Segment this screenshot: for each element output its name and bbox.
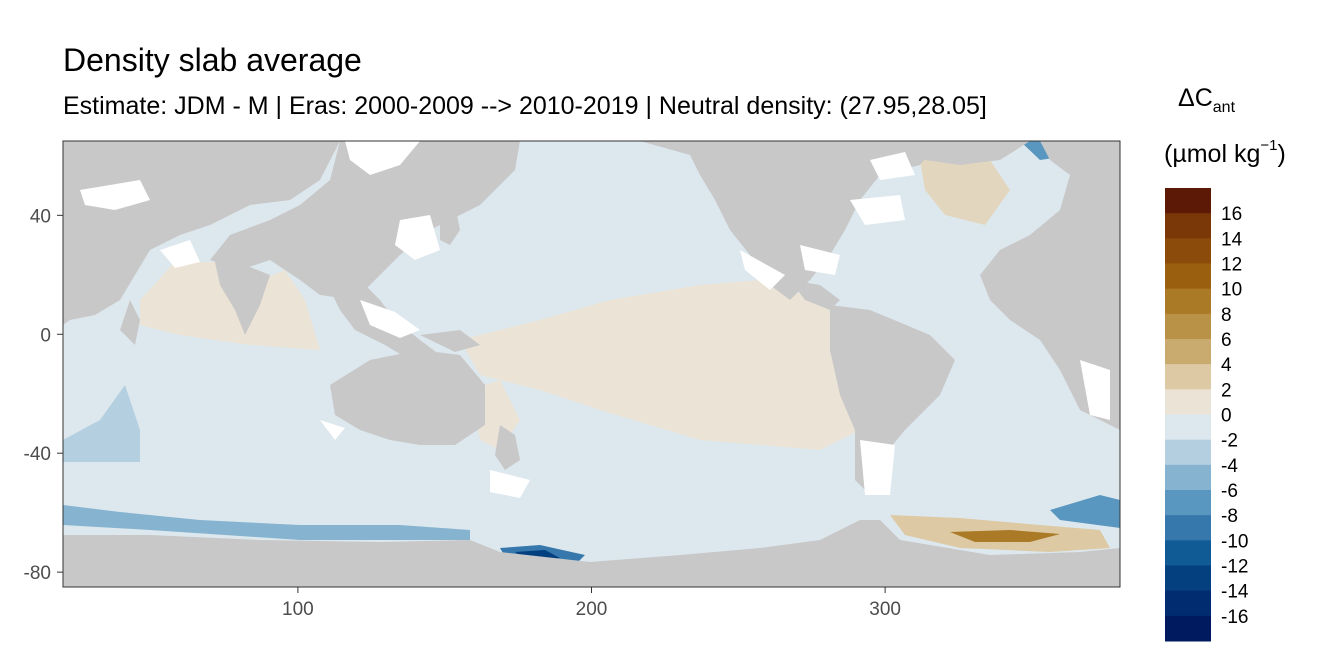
land-central-america	[790, 280, 840, 310]
chart-title: Density slab average	[63, 42, 362, 78]
colorbar-swatch	[1165, 213, 1211, 239]
colorbar-label: 14	[1221, 229, 1243, 250]
colorbar-swatch	[1165, 590, 1211, 617]
land-australia	[330, 350, 485, 445]
nodata-med-red-sea	[80, 180, 150, 210]
colorbar-swatch	[1165, 515, 1211, 541]
colorbar-swatch	[1165, 263, 1211, 290]
colorbar-label: -4	[1221, 456, 1238, 477]
colorbar-swatch	[1165, 615, 1211, 642]
nodata-labrador	[850, 195, 905, 225]
colorbar: 16 14 12 10 8 6 4 2 0 -2 -4 -6 -8 -10 -12 -14 -16	[1165, 188, 1249, 642]
land-new-zealand	[495, 425, 520, 470]
nodata-new-zealand-east	[490, 470, 530, 498]
colorbar-label: 0	[1221, 406, 1232, 427]
nodata-arabian-strip	[160, 240, 200, 268]
nodata-indonesia	[360, 300, 420, 338]
y-tick-label: 40	[30, 206, 51, 227]
colorbar-label: 6	[1221, 330, 1232, 351]
land-europe-africa-east	[980, 141, 1120, 430]
colorbar-swatch	[1165, 389, 1211, 415]
anomaly-positive-indian	[140, 262, 320, 350]
colorbar-label: 12	[1221, 255, 1242, 276]
colorbar-label: -16	[1221, 607, 1248, 628]
anomaly-negative-antarctic-coast	[63, 505, 470, 540]
colorbar-label: -12	[1221, 557, 1248, 578]
colorbar-swatch	[1165, 414, 1211, 441]
land-japan	[440, 205, 460, 245]
land-eurasia	[210, 141, 520, 300]
nodata-australia-north	[320, 420, 345, 440]
nodata-arctic-russia	[345, 141, 420, 175]
x-tick-label: 300	[869, 599, 901, 620]
colorbar-swatch	[1165, 238, 1211, 264]
land-antarctica	[63, 520, 1120, 587]
colorbar-label: -8	[1221, 506, 1238, 527]
land-madagascar	[120, 300, 140, 345]
colorbar-swatch	[1165, 490, 1211, 516]
map-layers	[63, 141, 1120, 587]
x-tick-label: 100	[282, 599, 314, 620]
nodata-caribbean	[800, 245, 840, 275]
y-axis: 40 0 -40 -80	[24, 206, 63, 584]
colorbar-label: 8	[1221, 305, 1232, 326]
land-india	[215, 262, 270, 335]
colorbar-label: -14	[1221, 582, 1249, 603]
colorbar-label: -6	[1221, 481, 1238, 502]
anomaly-positive-north-atlantic	[920, 160, 1010, 225]
colorbar-swatch	[1165, 439, 1211, 466]
colorbar-label: -10	[1221, 531, 1248, 552]
land-greenland	[900, 141, 1030, 165]
chart-subtitle: Estimate: JDM - M | Eras: 2000-2009 --> …	[63, 92, 987, 120]
x-axis: 100 200 300	[282, 587, 901, 620]
y-tick-label: 0	[40, 325, 51, 346]
nodata-north-america-coast	[740, 250, 785, 290]
nodata-east-china-sea	[395, 215, 440, 260]
map-panel	[62, 140, 1121, 588]
colorbar-label: 16	[1221, 204, 1242, 225]
colorbar-label: -2	[1221, 431, 1238, 452]
nodata-hudson-coast	[870, 152, 915, 180]
nodata-patagonia-shelf	[860, 440, 895, 495]
colorbar-swatch	[1165, 364, 1211, 390]
colorbar-swatch	[1165, 339, 1211, 365]
y-tick-label: -40	[24, 444, 51, 465]
nodata-west-africa	[1080, 360, 1110, 420]
anomaly-positive-pacific	[460, 280, 860, 450]
anomaly-negative-southwest-indian	[63, 385, 140, 462]
land-north-america	[640, 141, 940, 300]
anomaly-negative-weddell-rim	[1050, 495, 1120, 528]
x-tick-label: 200	[576, 599, 608, 620]
colorbar-swatch	[1165, 540, 1211, 566]
colorbar-label: 4	[1221, 355, 1232, 376]
colorbar-label: 10	[1221, 280, 1242, 301]
colorbar-label: 2	[1221, 380, 1232, 401]
colorbar-swatch	[1165, 464, 1211, 491]
colorbar-swatch	[1165, 313, 1211, 340]
y-tick-label: -80	[24, 563, 51, 584]
land-new-guinea	[420, 330, 480, 352]
anomaly-weddell-core	[950, 530, 1060, 542]
colorbar-swatch	[1165, 565, 1211, 592]
colorbar-swatch	[1165, 288, 1211, 315]
colorbar-swatch	[1165, 188, 1211, 214]
